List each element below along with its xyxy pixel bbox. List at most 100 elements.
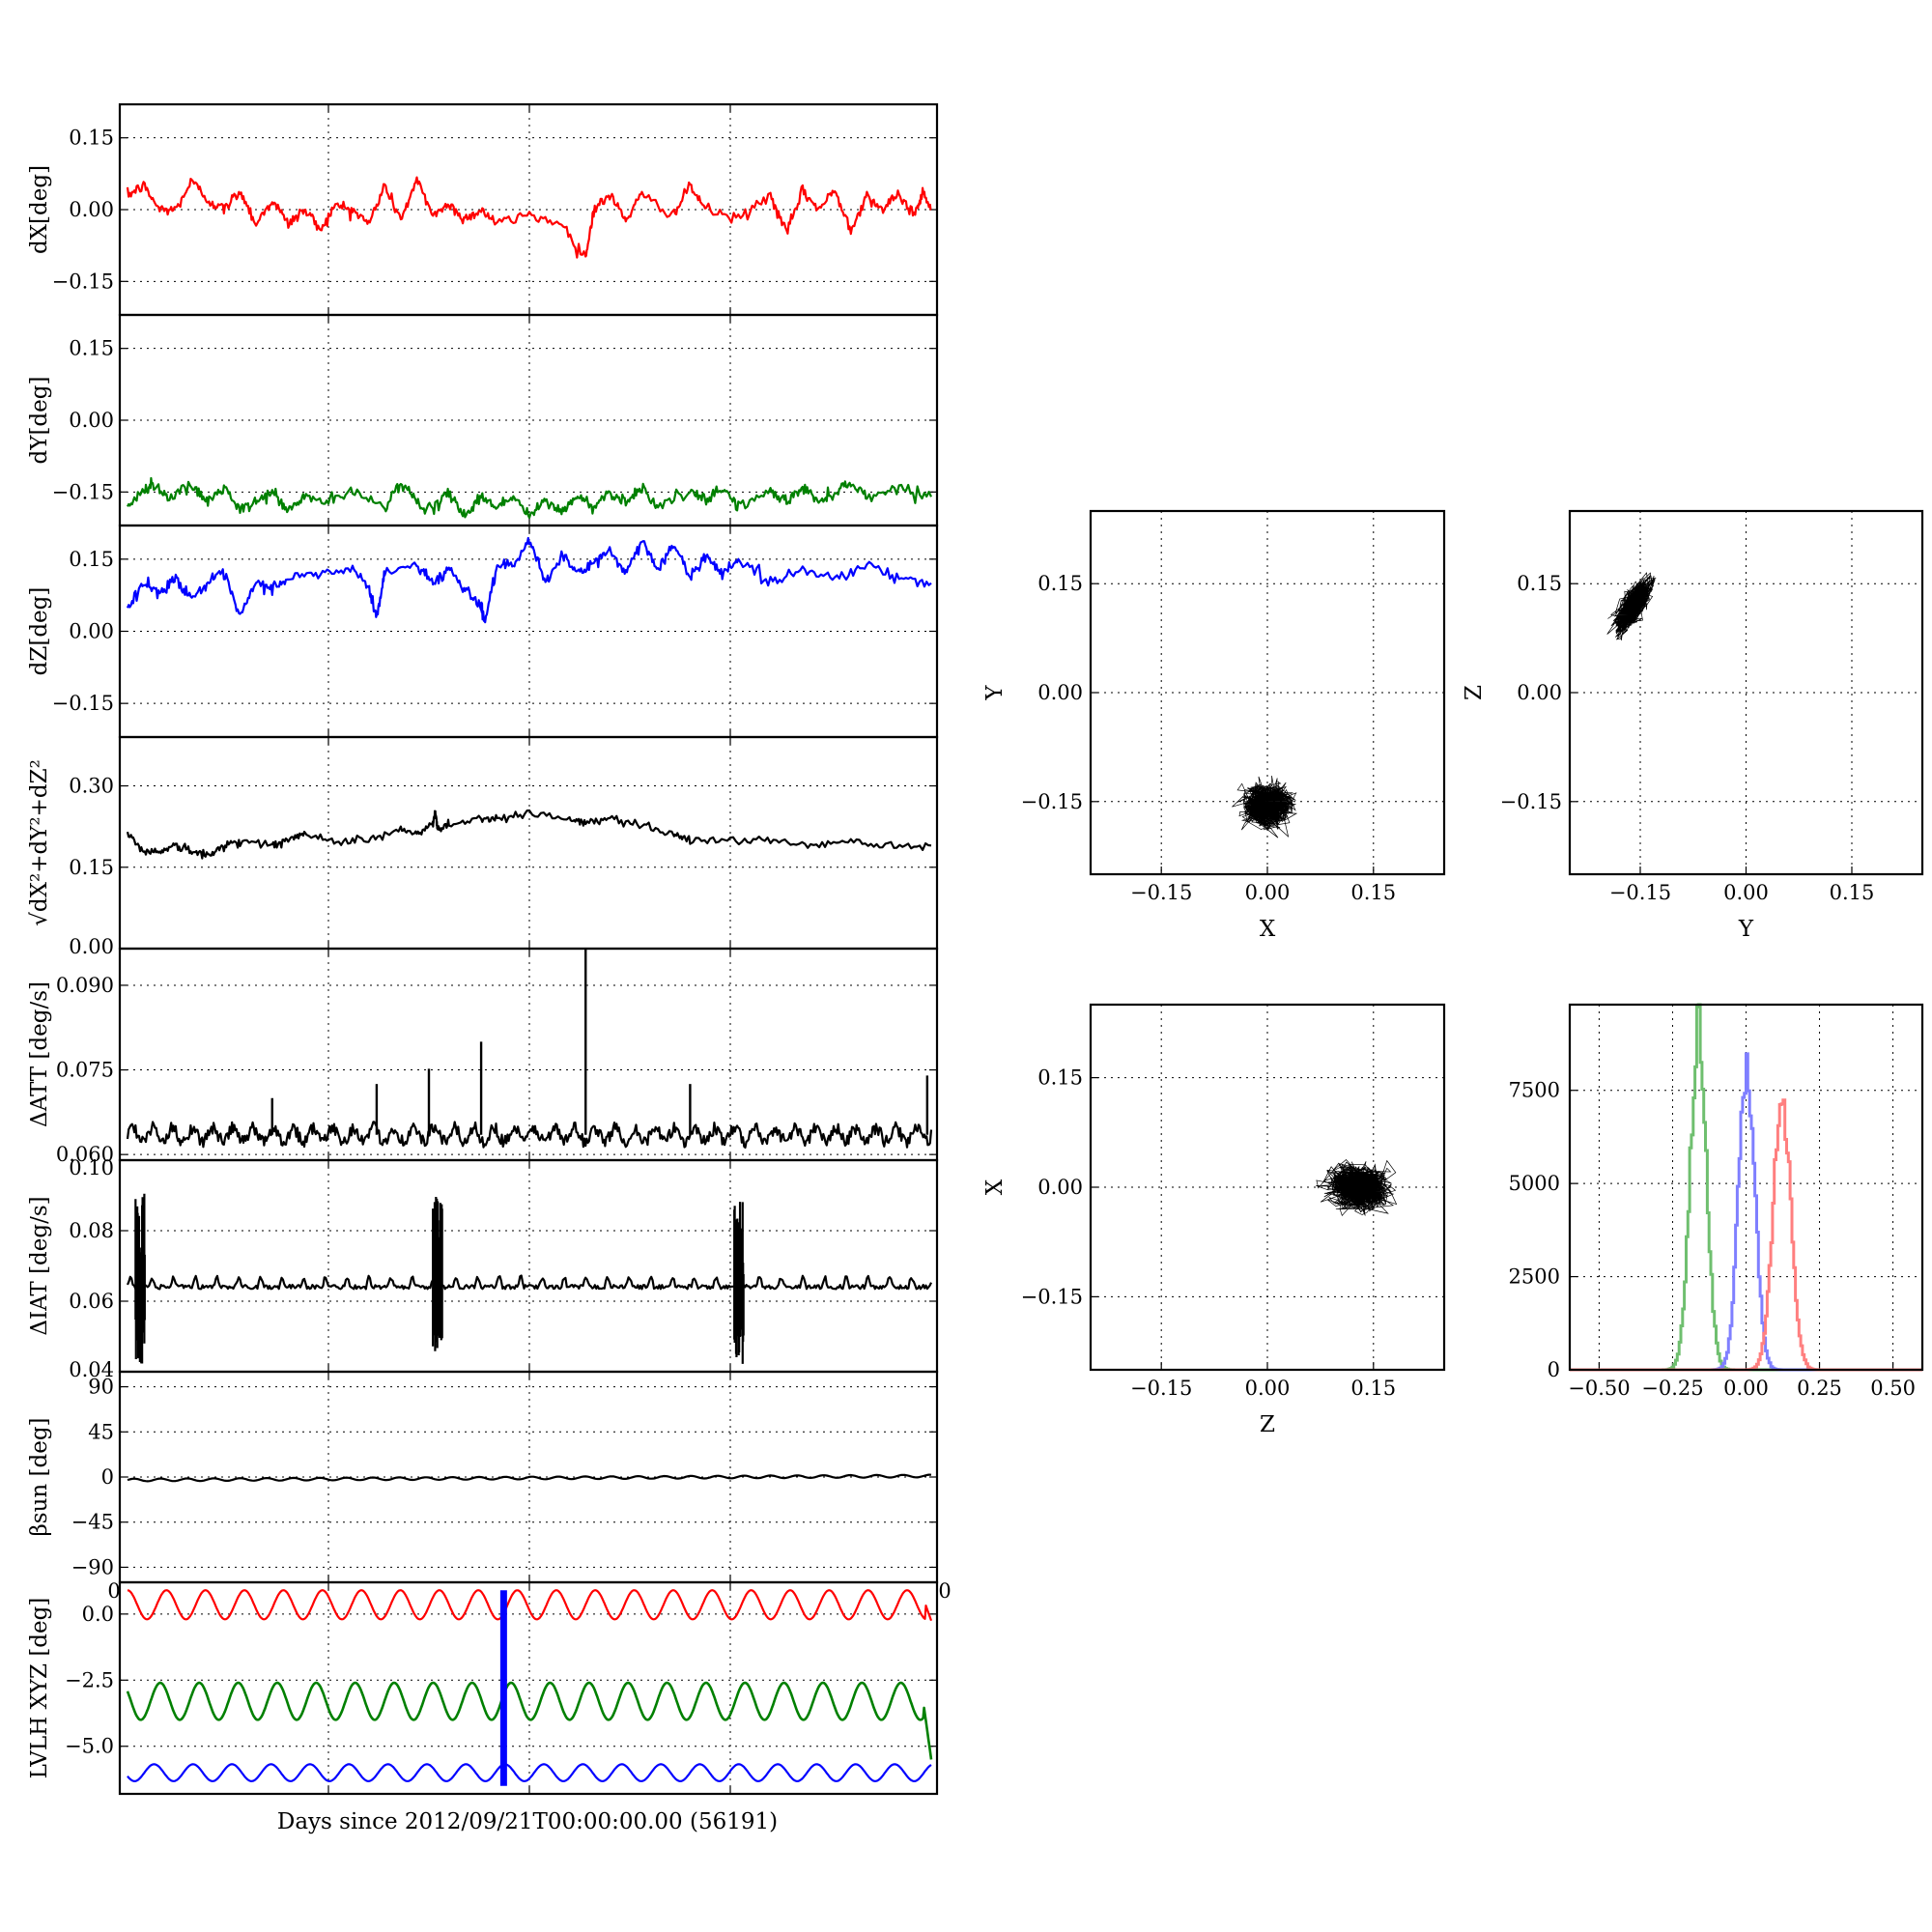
y-tick-label: 0.00 — [1517, 681, 1562, 704]
panel-xy: −0.15 −0.15 0.00 0.00 0.15 0.15 X Y — [982, 509, 1446, 942]
y-tick-label: 0.15 — [69, 127, 114, 150]
y-tick-label: 0 — [1548, 1358, 1560, 1381]
y-axis-label: ΔATT [deg/s] — [27, 981, 52, 1127]
y-tick-label: 0 — [101, 1465, 114, 1489]
y-axis-label: LVLH XYZ [deg] — [27, 1598, 52, 1779]
y-tick-label: 0.00 — [69, 198, 114, 221]
y-tick-label: 0.15 — [69, 548, 114, 571]
series-line-lvlh-0 — [127, 1589, 933, 1622]
y-tick-label: −0.15 — [52, 270, 114, 293]
panel-dr: 0.00 0.15 0.30 √dX²+dY²+dZ² — [27, 735, 939, 958]
x-tick-label: 0.00 — [1245, 1377, 1291, 1400]
axes-frame — [1089, 509, 1446, 876]
x-tick-label: −0.15 — [1130, 881, 1192, 904]
y-tick-label: 0.00 — [69, 935, 114, 958]
y-tick-label: 5000 — [1509, 1172, 1560, 1195]
panel-zx: −0.15 −0.15 0.00 0.00 0.15 0.15 Z X — [982, 1003, 1446, 1437]
panel-beta: −90 −45 0 45 90 βsun [deg] 0 0 — [27, 1370, 952, 1603]
series-line-beta — [127, 1473, 932, 1483]
y-tick-label: 7500 — [1509, 1079, 1560, 1102]
x-tick-label: 0.15 — [1350, 1377, 1396, 1400]
series-line-dz — [126, 536, 932, 624]
y-tick-label: 0.15 — [1517, 572, 1562, 595]
panel-dx: −0.15 0.00 0.15 dX[deg] — [27, 102, 939, 317]
common-xlabel: Days since 2012/09/21T00:00:00.00 (56191… — [277, 1809, 778, 1834]
y-tick-label: 0.15 — [69, 337, 114, 360]
y-tick-label: 0.04 — [69, 1358, 114, 1381]
y-tick-label: 0.15 — [1037, 1066, 1083, 1090]
y-axis-label: Z — [1462, 685, 1487, 700]
y-tick-label: 0.00 — [1037, 1176, 1083, 1199]
series-line-lvlh-2 — [127, 1763, 932, 1782]
y-tick-label: 0.00 — [69, 620, 114, 643]
series-line-diat — [126, 1274, 932, 1291]
y-tick-label: −90 — [71, 1555, 114, 1578]
axes-frame — [1568, 509, 1924, 876]
y-axis-label: βsun [deg] — [27, 1417, 52, 1536]
x-tick-label: 0.25 — [1797, 1377, 1842, 1400]
x-tick-label: 0 — [107, 1579, 120, 1603]
panel-dy: −0.15 0.00 0.15 dY[deg] — [27, 313, 939, 527]
y-tick-label: 0.075 — [56, 1059, 114, 1082]
x-tick-label: −0.50 — [1568, 1377, 1630, 1400]
x-tick-label: −0.25 — [1641, 1377, 1703, 1400]
x-tick-label: 0.00 — [1245, 881, 1291, 904]
series-line-dr — [126, 809, 932, 860]
y-tick-label: 0.15 — [69, 856, 114, 879]
y-tick-label: 0.10 — [69, 1156, 114, 1179]
y-tick-label: 45 — [88, 1420, 114, 1443]
x-tick-label: −0.15 — [1130, 1377, 1192, 1400]
y-tick-label: 0.060 — [56, 1143, 114, 1166]
panel-hist: −0.50 −0.25 0.00 0.25 0.50 0 2500 5000 7500 — [1509, 1003, 1924, 1400]
y-tick-label: 0.06 — [69, 1290, 114, 1313]
x-tick-label: −0.15 — [1609, 881, 1671, 904]
panel-diat: 0.04 0.06 0.08 0.10 ΔIAT [deg/s] — [27, 1156, 939, 1381]
y-axis-label: dY[deg] — [27, 377, 52, 465]
x-tick-label: 0.15 — [1350, 881, 1396, 904]
x-axis-label: X — [1260, 917, 1276, 942]
y-tick-label: 0.15 — [1037, 572, 1083, 595]
y-tick-label: −2.5 — [65, 1668, 114, 1691]
y-tick-label: −0.15 — [52, 480, 114, 503]
y-axis-label: dZ[deg] — [27, 587, 52, 676]
y-tick-label: 0.08 — [69, 1219, 114, 1242]
axes-frame — [1568, 1003, 1924, 1372]
series-line-lvlh-1 — [126, 1681, 933, 1760]
y-tick-label: 0.090 — [56, 974, 114, 997]
x-axis-label: Y — [1738, 917, 1754, 942]
y-axis-label: dX[deg] — [27, 165, 52, 254]
y-tick-label: 0.00 — [69, 409, 114, 432]
y-tick-label: 0.30 — [69, 775, 114, 798]
series-line-datt — [126, 1121, 933, 1149]
y-axis-label: ΔIAT [deg/s] — [27, 1196, 52, 1335]
y-tick-label: 90 — [88, 1376, 114, 1399]
y-tick-label: −0.15 — [1500, 790, 1562, 813]
panel-lvlh: −5.0 −2.5 0.0 LVLH XYZ [deg] — [27, 1580, 939, 1796]
scatter-trace-yz — [1606, 572, 1657, 640]
y-axis-label: Y — [982, 685, 1008, 701]
axes-frame — [1089, 1003, 1446, 1372]
axes-frame — [118, 1580, 939, 1796]
x-axis-label: Z — [1260, 1412, 1275, 1437]
panel-dz: −0.15 0.00 0.15 dZ[deg] — [27, 524, 939, 739]
axes-frame — [118, 1158, 939, 1374]
x-tick-label: 0 — [938, 1579, 951, 1603]
y-axis-label: √dX²+dY²+dZ² — [27, 759, 52, 926]
y-tick-label: 0.00 — [1037, 681, 1083, 704]
y-tick-label: −5.0 — [65, 1735, 114, 1758]
scatter-trace-xy — [1232, 775, 1298, 838]
series-line-dx — [126, 176, 932, 259]
x-tick-label: 0.15 — [1830, 881, 1875, 904]
x-tick-label: 0.00 — [1723, 1377, 1769, 1400]
x-tick-label: 0.00 — [1723, 881, 1769, 904]
x-tick-label: 0.50 — [1870, 1377, 1916, 1400]
y-tick-label: −0.15 — [52, 692, 114, 715]
y-tick-label: −0.15 — [1021, 790, 1083, 813]
y-tick-label: −0.15 — [1021, 1285, 1083, 1308]
y-tick-label: −45 — [71, 1511, 114, 1534]
y-tick-label: 0.0 — [82, 1603, 114, 1626]
y-tick-label: 2500 — [1509, 1265, 1560, 1289]
y-axis-label: X — [982, 1179, 1008, 1195]
